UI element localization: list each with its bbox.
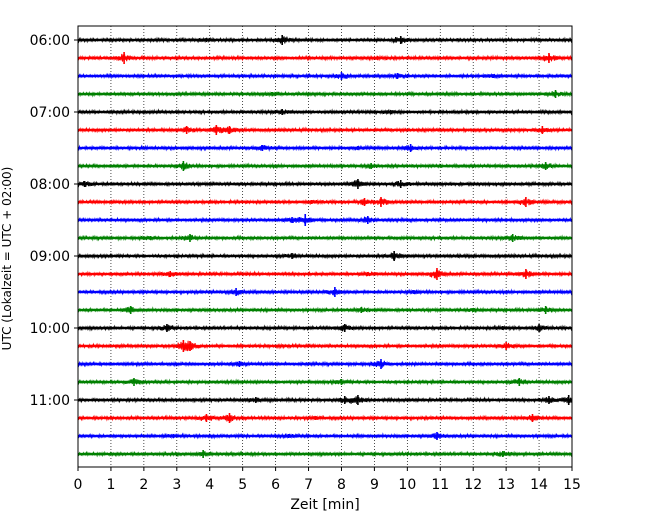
x-tick-label-10: 10	[398, 477, 416, 493]
plot-frame	[77, 25, 573, 468]
x-axis-title: Zeit [min]	[290, 497, 359, 513]
x-tick-label-13: 13	[497, 477, 515, 493]
x-tick-label-9: 9	[370, 477, 379, 493]
x-tick-label-11: 11	[431, 477, 449, 493]
x-tick-label-2: 2	[139, 477, 148, 493]
x-tick-label-1: 1	[106, 477, 115, 493]
x-tick-label-5: 5	[238, 477, 247, 493]
y-axis-title: UTC (Lokalzeit = UTC + 02:00)	[0, 167, 14, 351]
y-tick-label-0900: 09:00	[30, 249, 70, 265]
x-tick-label-7: 7	[304, 477, 313, 493]
x-tick-label-0: 0	[74, 477, 83, 493]
x-tick-label-4: 4	[205, 477, 214, 493]
x-axis-ticks: 0 1 2 3 4 5 6 7 8 9 10 11 12 13 14 15	[74, 467, 581, 493]
y-tick-label-0700: 07:00	[30, 105, 70, 121]
x-tick-label-12: 12	[464, 477, 482, 493]
x-tick-label-3: 3	[172, 477, 181, 493]
y-tick-label-1100: 11:00	[30, 393, 70, 409]
y-tick-label-1000: 10:00	[30, 321, 70, 337]
y-tick-label-0800: 08:00	[30, 177, 70, 193]
y-axis-ticks: 06:00 07:00 08:00 09:00 10:00 11:00	[30, 33, 78, 409]
x-tick-label-14: 14	[530, 477, 548, 493]
x-tick-label-8: 8	[337, 477, 346, 493]
seismic-traces	[77, 35, 573, 458]
x-tick-label-15: 15	[563, 477, 581, 493]
x-tick-label-6: 6	[271, 477, 280, 493]
y-tick-label-0600: 06:00	[30, 33, 70, 49]
